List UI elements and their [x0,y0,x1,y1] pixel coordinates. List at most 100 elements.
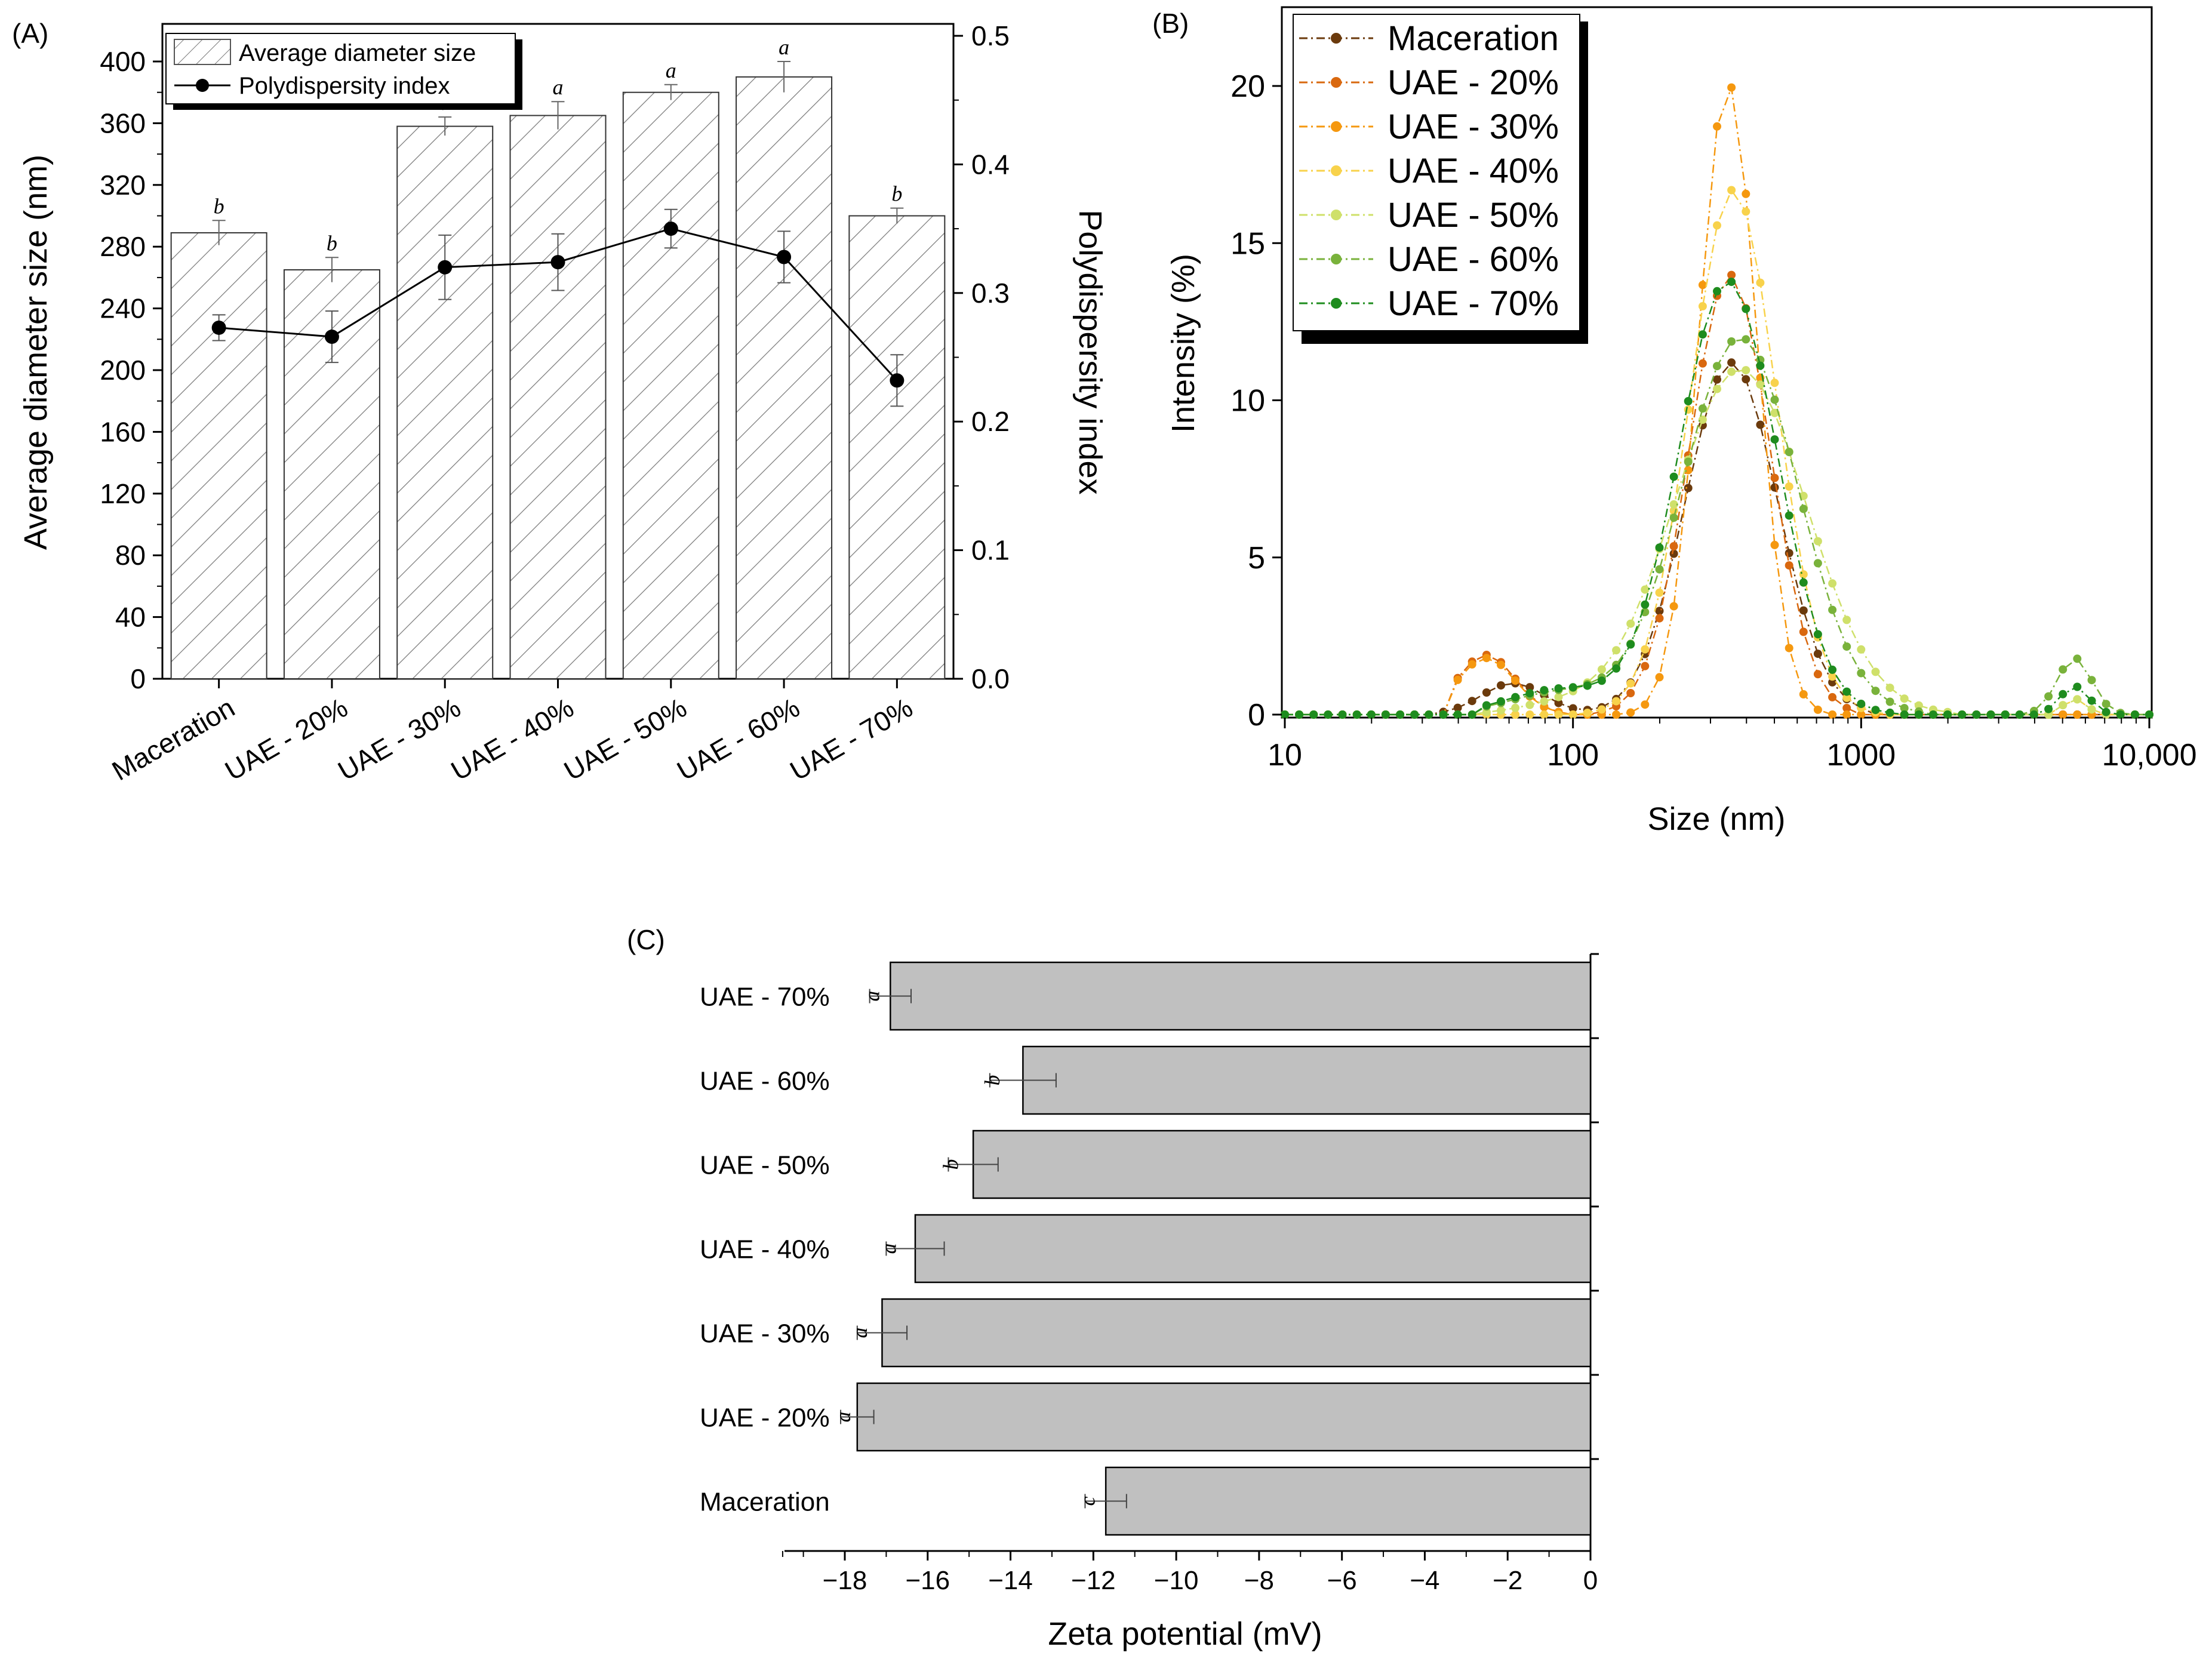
series-point-uae-50 [1842,615,1851,624]
series-point-uae-70 [1684,397,1693,405]
series-point-uae-30 [1482,654,1491,663]
series-point-maceration [1525,683,1534,692]
series-point-uae-40 [1525,710,1534,719]
legend-label-average-diameter: Average diameter size [239,40,476,66]
series-point-maceration [1669,549,1678,558]
panel-c-x-tick-label-0: −18 [823,1566,867,1595]
series-point-uae-50 [2073,695,2082,704]
series-point-uae-30 [1857,710,1866,719]
panel-b-y-tick-label-20: 20 [1230,69,1265,104]
series-point-uae-40 [1626,679,1635,688]
series-point-uae-70 [1986,710,1995,719]
series-point-uae-70 [1554,684,1563,693]
panel-a-x-tick-label-uae-60: UAE - 60% [672,692,805,787]
series-point-uae-70 [1352,710,1361,719]
diameter-bar-uae-30 [396,125,494,679]
series-point-uae-50 [1698,416,1707,424]
zeta-category-label-uae-50: UAE - 50% [700,1151,830,1180]
panel-c-label: (C) [627,924,665,955]
series-point-uae-50 [1770,408,1779,417]
series-point-uae-20 [1770,473,1779,482]
series-point-uae-70 [1295,710,1304,719]
series-line-maceration [1285,361,2149,716]
series-point-uae-40 [1842,693,1851,702]
series-uae-50 [1281,366,2153,719]
series-point-maceration [1727,358,1736,367]
diameter-letter-uae-20: b [327,231,337,255]
series-point-uae-70 [1568,683,1577,692]
series-point-uae-70 [1425,710,1433,719]
zeta-category-label-uae-30: UAE - 30% [700,1319,830,1349]
pdi-point-uae-30 [438,260,453,275]
pdi-point-uae-40 [550,255,565,270]
series-point-uae-60 [1871,687,1880,695]
series-point-uae-70 [1785,511,1793,520]
series-point-uae-50 [1914,701,1923,710]
series-point-uae-70 [1929,710,1937,719]
series-point-uae-70 [2116,710,2125,719]
panel-c-x-axis-label: Zeta potential (mV) [1048,1616,1322,1652]
series-point-uae-20 [1641,661,1650,670]
series-point-uae-30 [1785,644,1793,653]
series-point-uae-40 [1713,221,1721,230]
series-point-uae-70 [1655,543,1664,552]
zeta-letter-uae-30: a [848,1328,872,1338]
series-point-uae-70 [1482,701,1491,710]
series-point-uae-20 [1727,270,1736,279]
series-point-uae-70 [1453,710,1462,719]
series-point-uae-40 [1785,482,1793,491]
series-point-uae-40 [1540,710,1549,719]
series-point-uae-40 [1828,672,1837,681]
series-point-uae-50 [1727,367,1736,376]
series-point-uae-70 [1367,710,1376,719]
series-point-uae-70 [1511,693,1520,701]
diameter-letter-uae-50: a [666,59,676,82]
series-point-uae-30 [1497,660,1505,669]
series-point-uae-50 [1597,665,1606,674]
series-point-uae-70 [2073,682,2082,691]
panel-a-x-tick-label-uae-40: UAE - 40% [445,692,579,787]
series-point-uae-50 [1857,645,1866,654]
series-point-uae-70 [1857,700,1866,708]
panel-c-x-tick-label-2: −14 [988,1566,1033,1595]
series-point-uae-30 [1511,676,1520,685]
series-point-uae-70 [1813,630,1822,639]
legend-swatch-marker-uae-60 [1331,254,1342,264]
series-line-uae-70 [1285,281,2149,716]
series-point-uae-20 [1813,670,1822,679]
series-point-uae-70 [1338,710,1347,719]
series-point-uae-50 [1742,366,1750,375]
series-point-uae-70 [1842,687,1851,696]
series-point-uae-60 [1785,448,1793,457]
series-point-maceration [1770,483,1779,492]
series-point-uae-60 [1698,404,1707,413]
series-point-uae-70 [1742,304,1750,313]
legend-label-uae-60: UAE - 60% [1388,240,1559,279]
series-point-uae-40 [1568,710,1577,719]
panel-b-x-tick-label-100: 100 [1547,738,1599,773]
series-point-uae-30 [1813,705,1822,714]
series-point-uae-50 [1497,706,1505,715]
series-point-uae-70 [1770,435,1779,444]
zeta-bar-group-uae-20: a [831,1374,1599,1452]
series-point-uae-60 [1669,513,1678,522]
series-point-uae-40 [1770,378,1779,387]
series-point-uae-50 [1554,693,1563,701]
series-point-uae-40 [1612,697,1621,706]
panel-a-y-tick-label-200: 200 [100,355,146,386]
series-point-uae-40 [1799,570,1808,579]
series-point-uae-70 [1540,686,1549,695]
legend-swatch-marker-uae-20 [1331,77,1342,88]
panel-b-y-tick-label-15: 15 [1230,226,1265,261]
series-point-uae-70 [1727,278,1736,287]
series-point-uae-30 [2059,710,2068,719]
series-point-uae-70 [1958,710,1967,719]
panel-a-y2-axis-label: Polydispersity index [1072,210,1108,494]
panel-c-x-tick-label-7: −4 [1410,1566,1439,1595]
panel-a-y2-tick-label-1: 0.1 [971,535,1010,566]
pdi-point-uae-50 [663,221,678,236]
zeta-letter-uae-50: b [939,1159,962,1170]
diameter-letter-uae-70: b [891,182,902,206]
panel-b-y-tick-label-10: 10 [1230,384,1265,418]
